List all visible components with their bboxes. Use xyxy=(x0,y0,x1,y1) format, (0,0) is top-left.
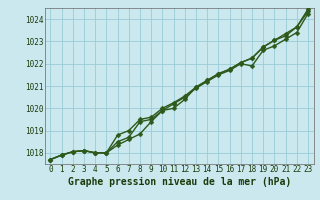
X-axis label: Graphe pression niveau de la mer (hPa): Graphe pression niveau de la mer (hPa) xyxy=(68,177,291,187)
